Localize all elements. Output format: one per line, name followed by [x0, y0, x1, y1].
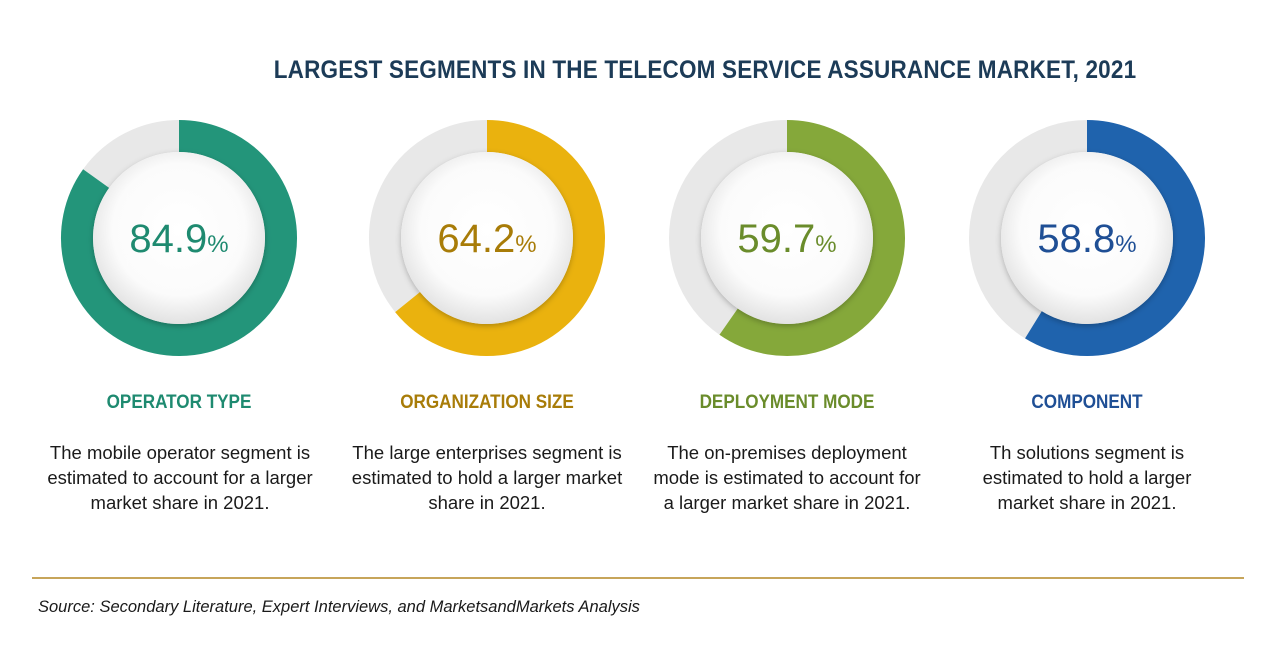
donut-center: [401, 152, 573, 324]
segment-description: The on-premises deployment mode is estim…: [653, 442, 921, 513]
donut-value-arc: [1025, 120, 1205, 356]
segment-label: COMPONENT: [1031, 392, 1143, 413]
segment-description: The large enterprises segment is estimat…: [351, 442, 623, 513]
source-note: Source: Secondary Literature, Expert Int…: [38, 598, 640, 616]
donut-remainder-arc: [83, 120, 180, 189]
donut-value-arc: [61, 120, 297, 356]
donut-value-label: 84.9%: [129, 217, 228, 261]
donut-remainder-arc: [669, 120, 788, 335]
donut-chart: 58.8%: [969, 120, 1205, 356]
donut-value-label: 58.8%: [1037, 217, 1136, 261]
donut-chart: 84.9%: [61, 120, 297, 356]
divider: [32, 577, 1244, 579]
chart-title: LARGEST SEGMENTS IN THE TELECOM SERVICE …: [273, 56, 1137, 84]
segment-label: ORGANIZATION SIZE: [400, 392, 574, 413]
donut-chart: 59.7%: [669, 120, 905, 356]
donut-value-arc: [395, 120, 605, 356]
donut-center: [93, 152, 265, 324]
segment-description: The mobile operator segment is estimated…: [47, 442, 313, 513]
segment-label: OPERATOR TYPE: [106, 392, 252, 413]
donut-value-label: 64.2%: [437, 217, 536, 261]
donut-center: [1001, 152, 1173, 324]
donut-value-label: 59.7%: [737, 217, 836, 261]
segment-label: DEPLOYMENT MODE: [699, 392, 875, 413]
segment-description: Th solutions segment is estimated to hol…: [982, 442, 1192, 513]
donut-center: [701, 152, 873, 324]
donut-chart: 64.2%: [369, 120, 605, 356]
donut-value-arc: [719, 120, 905, 356]
donut-remainder-arc: [369, 120, 488, 313]
donut-remainder-arc: [969, 120, 1088, 339]
